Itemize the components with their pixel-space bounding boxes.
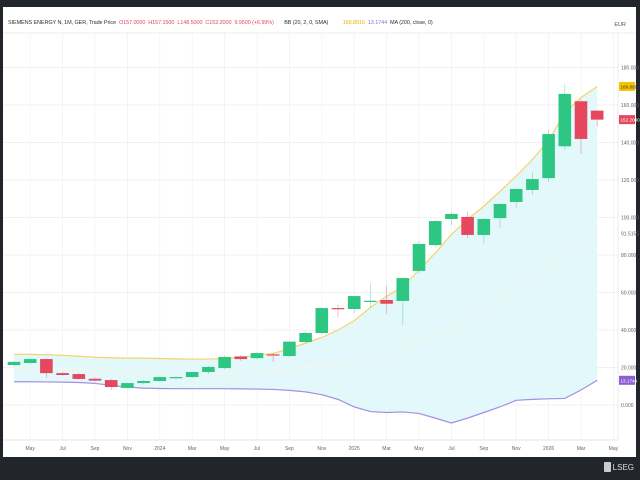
candle-down [104, 380, 118, 387]
y-tick-label: 0.000 [621, 403, 634, 409]
candle-down [56, 373, 69, 375]
candle-up [412, 243, 426, 271]
x-tick-label: Sep [91, 446, 100, 452]
candle-up [509, 189, 523, 202]
candle-up [137, 381, 150, 384]
bb-lower-value: 13.1744 [367, 20, 388, 26]
y-tick-label: 40.000 [621, 328, 637, 334]
close-value: C152.2000 [205, 20, 232, 26]
y-tick-label: 80.000 [621, 253, 637, 259]
logo-text: LSEG [612, 462, 634, 472]
ma-label: MA (200, close, 0) [390, 20, 433, 26]
high-value: H157.1500 [148, 20, 175, 26]
candle-up [396, 278, 410, 301]
candle-up [299, 333, 312, 342]
candle-down [266, 354, 280, 356]
candle-up [153, 377, 167, 381]
chart-legend: SIEMENS ENERGY N, 1M, GER, Trade Price O1… [8, 20, 436, 26]
x-tick-label: 2024 [154, 446, 165, 452]
candle-up [202, 366, 215, 372]
x-tick-label: May [220, 446, 230, 452]
x-tick-label: Mar [188, 446, 197, 452]
candle-up [250, 353, 264, 359]
y-tick-label: 180.000 [621, 66, 639, 72]
last-price-tag: 152.2000 [621, 118, 640, 123]
candle-down [40, 359, 53, 374]
x-tick-label: Jul [254, 446, 260, 452]
x-tick-label: Sep [479, 446, 488, 452]
y-tick-label: 100.000 [621, 216, 639, 222]
bb-label: BB (20, 2, 0, SMA) [284, 20, 329, 26]
bb-upper-value: 169.8916 [342, 20, 365, 26]
x-tick-label: Jul [59, 446, 65, 452]
candle-up [347, 296, 361, 309]
lseg-logo: LSEG [603, 462, 634, 472]
x-tick-label: May [414, 446, 424, 452]
x-tick-label: Nov [123, 446, 132, 452]
candle-up [283, 341, 296, 357]
candle-up [445, 213, 458, 219]
candle-down [331, 308, 345, 310]
x-tick-label: Jul [448, 446, 454, 452]
candle-up [364, 300, 377, 302]
x-tick-label: Sep [285, 446, 294, 452]
instrument-label: SIEMENS ENERGY N, 1M, GER, Trade Price [8, 20, 116, 26]
footer-bar: LSEG [0, 457, 640, 480]
candle-down [380, 300, 393, 304]
x-tick-label: 2026 [543, 446, 554, 452]
lseg-logo-icon [603, 462, 611, 472]
candle-down [234, 356, 248, 360]
candle-down [590, 110, 604, 120]
candle-down [574, 101, 588, 139]
x-tick-label: May [609, 446, 619, 452]
bb-middle-line [14, 232, 598, 375]
y-tick-label: 60.000 [621, 291, 637, 297]
low-value: L148.5000 [177, 20, 203, 26]
y-tick-label: 120.000 [621, 178, 639, 184]
candle-up [558, 93, 572, 147]
x-tick-label: Mar [577, 446, 586, 452]
candle-up [526, 179, 539, 190]
candle-up [493, 204, 507, 219]
upper-band-price-tag: 169.8916 [621, 84, 640, 89]
price-chart[interactable]: 0.000 20.000 40.000 60.000 80.000 100.000 120.… [0, 0, 640, 457]
last-price-tag-bg [619, 115, 635, 125]
candle-up [315, 308, 329, 333]
x-tick-label: Nov [512, 446, 521, 452]
x-tick-label: 2025 [349, 446, 360, 452]
open-value: O157.0000 [118, 20, 146, 26]
bollinger-band-fill [14, 86, 598, 424]
currency-label: EUR [614, 22, 626, 28]
x-tick-label: May [25, 446, 35, 452]
x-tick-label: Nov [317, 446, 326, 452]
candle-up [218, 357, 231, 369]
candle-up [23, 359, 37, 363]
middle-band-price-label: 91.5155 [621, 231, 639, 237]
candle-up [121, 383, 134, 388]
y-tick-label: 140.000 [621, 141, 639, 147]
candle-up [7, 361, 21, 366]
candle-down [461, 216, 474, 235]
y-tick-label: 160.000 [621, 103, 639, 109]
candle-down [72, 374, 86, 379]
candle-up [542, 134, 555, 179]
candle-up [477, 219, 491, 235]
candle-up [428, 221, 442, 246]
upper-band-price-tag-bg [619, 81, 635, 91]
candle-up [169, 377, 183, 379]
candle-up [185, 372, 199, 378]
lower-band-price-tag-bg [619, 375, 635, 385]
x-tick-label: Mar [382, 446, 391, 452]
y-tick-label: 20.000 [621, 366, 637, 372]
candle-down [88, 378, 102, 381]
change-value: 9.9500 (+6.99%) [234, 20, 274, 26]
lower-band-price-tag: 13.1744 [621, 378, 638, 383]
